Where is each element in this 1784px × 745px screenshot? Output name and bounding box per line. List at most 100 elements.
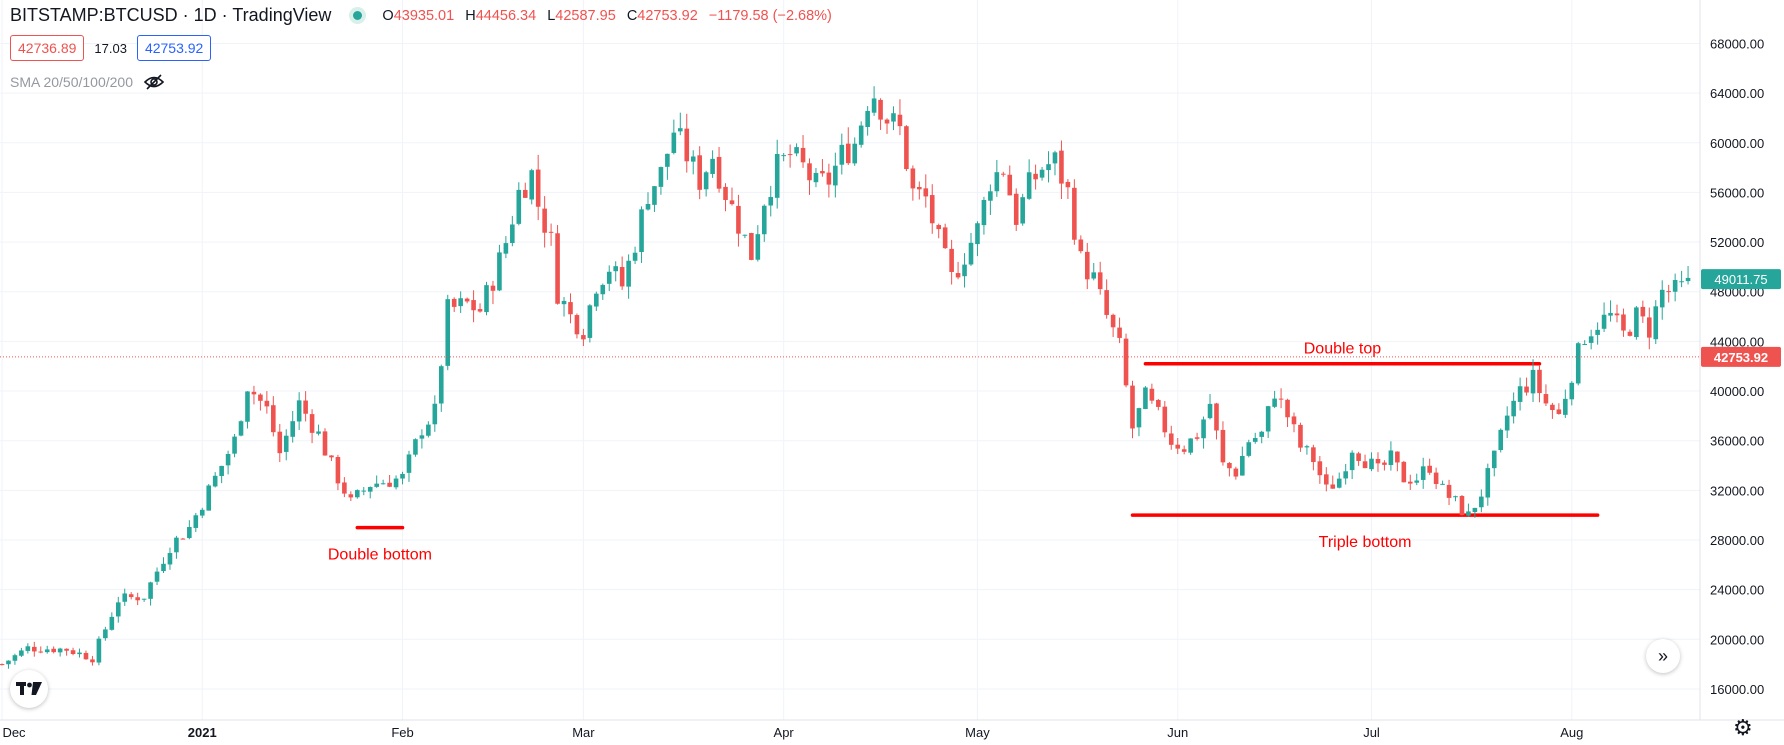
candle-body	[1685, 277, 1691, 282]
candle-body	[548, 231, 554, 233]
candle-body	[25, 646, 31, 651]
candle-body	[497, 252, 502, 291]
candle-body	[1246, 442, 1252, 456]
candle-body	[1084, 251, 1090, 280]
chart-header: BITSTAMP:BTCUSD · 1D · TradingView O4393…	[10, 5, 839, 26]
candle-body	[755, 234, 761, 260]
candle-body	[122, 593, 128, 602]
candle-body	[180, 538, 186, 540]
candle-body	[1491, 450, 1497, 469]
candle-body	[70, 650, 76, 655]
candle-body	[38, 651, 44, 653]
x-tick-label: May	[965, 725, 990, 740]
indicator-legend[interactable]: SMA 20/50/100/200	[10, 74, 165, 90]
candle-body	[942, 227, 948, 249]
candle-body	[1427, 465, 1432, 473]
candle-body	[568, 302, 573, 315]
candle-body	[1136, 408, 1142, 428]
candle-body	[1362, 461, 1368, 469]
candle-body	[1252, 438, 1258, 442]
candle-body	[1582, 344, 1587, 346]
candle-body	[1479, 496, 1484, 508]
eye-off-icon[interactable]	[143, 74, 165, 90]
candle-body	[57, 648, 63, 653]
price-axis[interactable]: 68000.00 64000.00 60000.00 56000.00 52000.00…	[1699, 0, 1784, 745]
candle-body	[1104, 290, 1109, 315]
candle-body	[917, 186, 922, 190]
annotation-label[interactable]: Triple bottom	[1319, 534, 1412, 551]
y-tick-label: 24000.00	[1710, 583, 1764, 598]
candle-body	[141, 598, 147, 600]
candle-body	[845, 143, 851, 164]
candle-body	[154, 571, 160, 582]
candle-body	[1621, 314, 1626, 331]
candle-body	[199, 509, 205, 516]
candle-body	[658, 167, 664, 187]
candle-body	[413, 439, 418, 455]
candle-body	[1414, 480, 1420, 483]
candle-body	[1575, 343, 1581, 384]
candle-body	[904, 126, 909, 170]
candle-body	[51, 648, 56, 653]
tradingview-logo-icon[interactable]	[10, 670, 48, 708]
candle-body	[206, 485, 212, 511]
candle-body	[128, 594, 134, 598]
buy-button[interactable]: 42753.92	[136, 35, 212, 61]
close-label: C	[626, 7, 638, 24]
candle-body	[839, 144, 845, 165]
gear-icon[interactable]: ⚙	[1733, 715, 1753, 740]
indicator-label[interactable]: SMA 20/50/100/200	[10, 74, 133, 90]
y-tick-label: 32000.00	[1710, 483, 1764, 498]
candle-body	[1207, 403, 1213, 419]
candle-body	[936, 225, 941, 230]
candle-body	[1459, 495, 1465, 516]
x-tick-label: Mar	[572, 725, 595, 740]
candle-body	[1433, 472, 1439, 485]
scroll-to-realtime-button[interactable]: »	[1646, 639, 1680, 673]
candle-body	[665, 153, 670, 167]
time-axis[interactable]: Dec 2021 Feb Mar Apr May Jun Jul Aug	[0, 719, 1784, 745]
candle-body	[1168, 433, 1174, 445]
candle-body	[613, 266, 618, 272]
candle-body	[1317, 461, 1323, 476]
candle-body	[761, 205, 767, 235]
candle-body	[1311, 447, 1316, 463]
candle-body	[994, 172, 1000, 192]
candle-body	[891, 113, 896, 122]
candle-body	[309, 414, 315, 433]
candle-body	[1265, 406, 1271, 432]
candle-body	[1407, 481, 1413, 484]
chart-grid	[0, 0, 1700, 720]
candle-body	[1647, 317, 1652, 338]
candle-body	[529, 170, 535, 200]
candle-body	[581, 335, 586, 340]
y-tick-label: 68000.00	[1710, 36, 1764, 51]
candle-body	[703, 172, 709, 190]
candle-body	[503, 243, 509, 254]
candle-body	[1052, 152, 1058, 164]
annotation-label[interactable]: Double top	[1304, 341, 1381, 358]
last-price-tag	[1701, 346, 1781, 367]
y-tick-label: 52000.00	[1710, 235, 1764, 250]
candle-body	[1240, 455, 1245, 476]
candle-body	[1640, 306, 1646, 317]
annotation-label[interactable]: Double bottom	[328, 547, 432, 564]
candle-body	[723, 186, 728, 200]
candle-body	[632, 252, 638, 261]
candle-body	[1020, 197, 1025, 224]
candle-body	[1175, 444, 1181, 449]
candle-body	[193, 515, 199, 528]
y-tick-label: 36000.00	[1710, 434, 1764, 449]
candle-body	[535, 169, 541, 207]
candle-body	[1569, 382, 1575, 400]
candle-body	[1369, 458, 1374, 470]
candle-body	[322, 431, 328, 456]
candle-body	[348, 494, 354, 498]
symbol-title[interactable]: BITSTAMP:BTCUSD · 1D · TradingView	[10, 5, 332, 25]
candle-body	[1588, 336, 1594, 343]
market-status-icon[interactable]	[349, 7, 367, 24]
sell-button[interactable]: 42736.89	[10, 35, 85, 61]
candle-body	[1330, 484, 1336, 489]
candle-body	[594, 293, 599, 307]
